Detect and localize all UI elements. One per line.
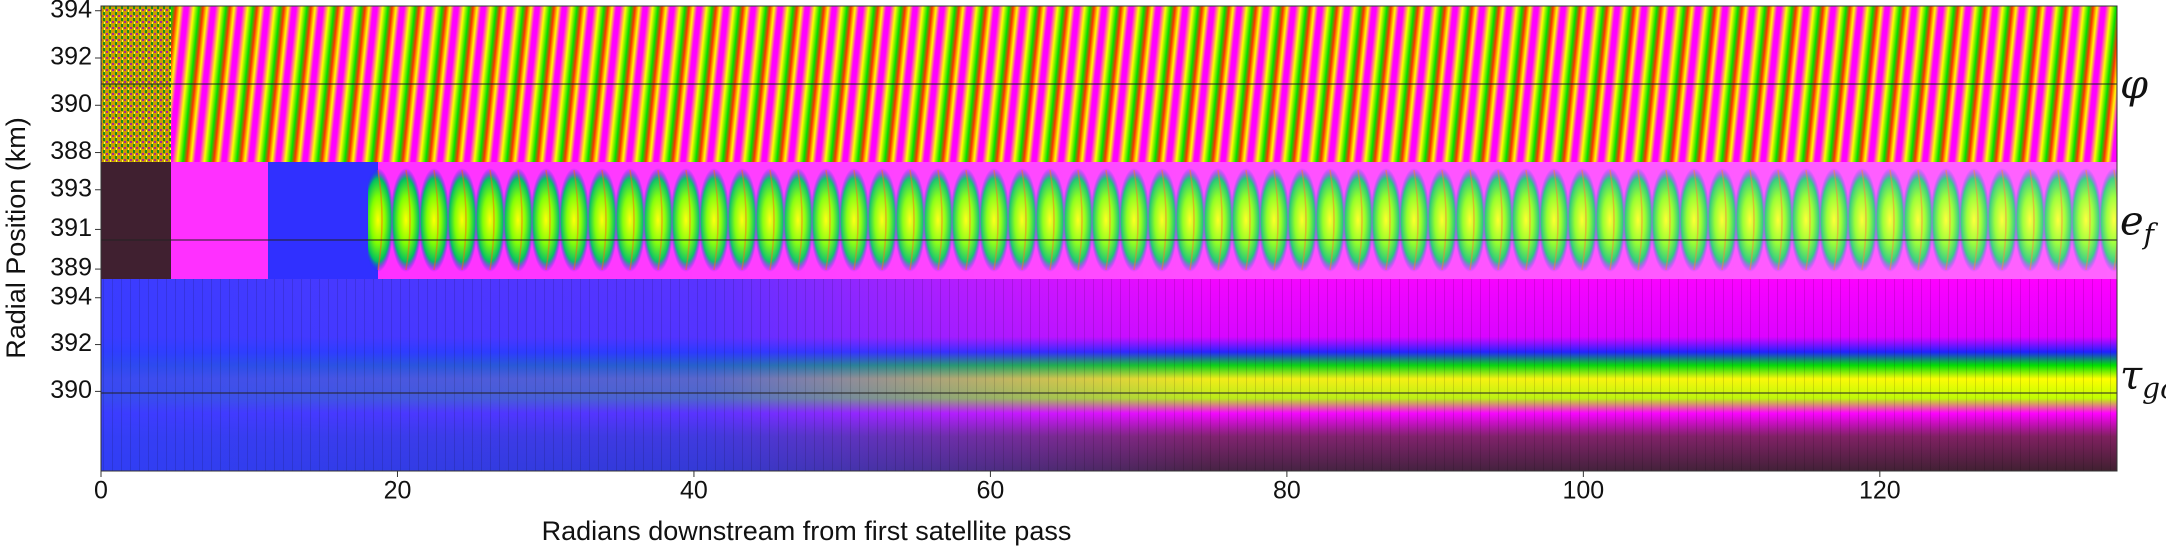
y-tick-label: 392 <box>50 329 92 357</box>
y-tick-label: 391 <box>50 214 92 242</box>
plot-frame <box>100 5 2118 472</box>
x-tick-label: 120 <box>1859 477 1901 505</box>
panel-tau <box>101 279 2117 471</box>
panel-label-sub: f <box>2142 218 2159 251</box>
x-tick-label: 20 <box>384 477 412 505</box>
y-tick-label: 392 <box>50 43 92 71</box>
x-tick-label: 60 <box>977 477 1005 505</box>
x-tick-label: 100 <box>1562 477 1604 505</box>
y-tick-label: 390 <box>50 90 92 118</box>
panel-label: ef <box>2120 199 2159 251</box>
y-tick-label: 393 <box>50 174 92 202</box>
y-tick-label: 394 <box>50 0 92 23</box>
x-tick-label: 80 <box>1273 477 1301 505</box>
panel-phi <box>101 6 2117 162</box>
panel-label-main: e <box>2120 199 2144 245</box>
x-axis-label: Radians downstream from first satellite … <box>542 516 1072 546</box>
panel-ef <box>101 162 2117 279</box>
y-axis-label: Radial Position (km) <box>1 117 31 359</box>
x-tick-label: 0 <box>94 477 108 505</box>
panel-label: τgc <box>2120 353 2166 405</box>
y-tick-label: 394 <box>50 282 92 310</box>
panel-label-sub: gc <box>2142 372 2166 405</box>
y-tick-label: 389 <box>50 254 92 282</box>
x-tick-label: 40 <box>680 477 708 505</box>
panel-label-main: τ <box>2120 353 2143 399</box>
y-tick-label: 390 <box>50 376 92 404</box>
y-tick-label: 388 <box>50 137 92 165</box>
panel-label-main: φ <box>2120 62 2148 108</box>
panel-label: φ <box>2120 62 2148 108</box>
